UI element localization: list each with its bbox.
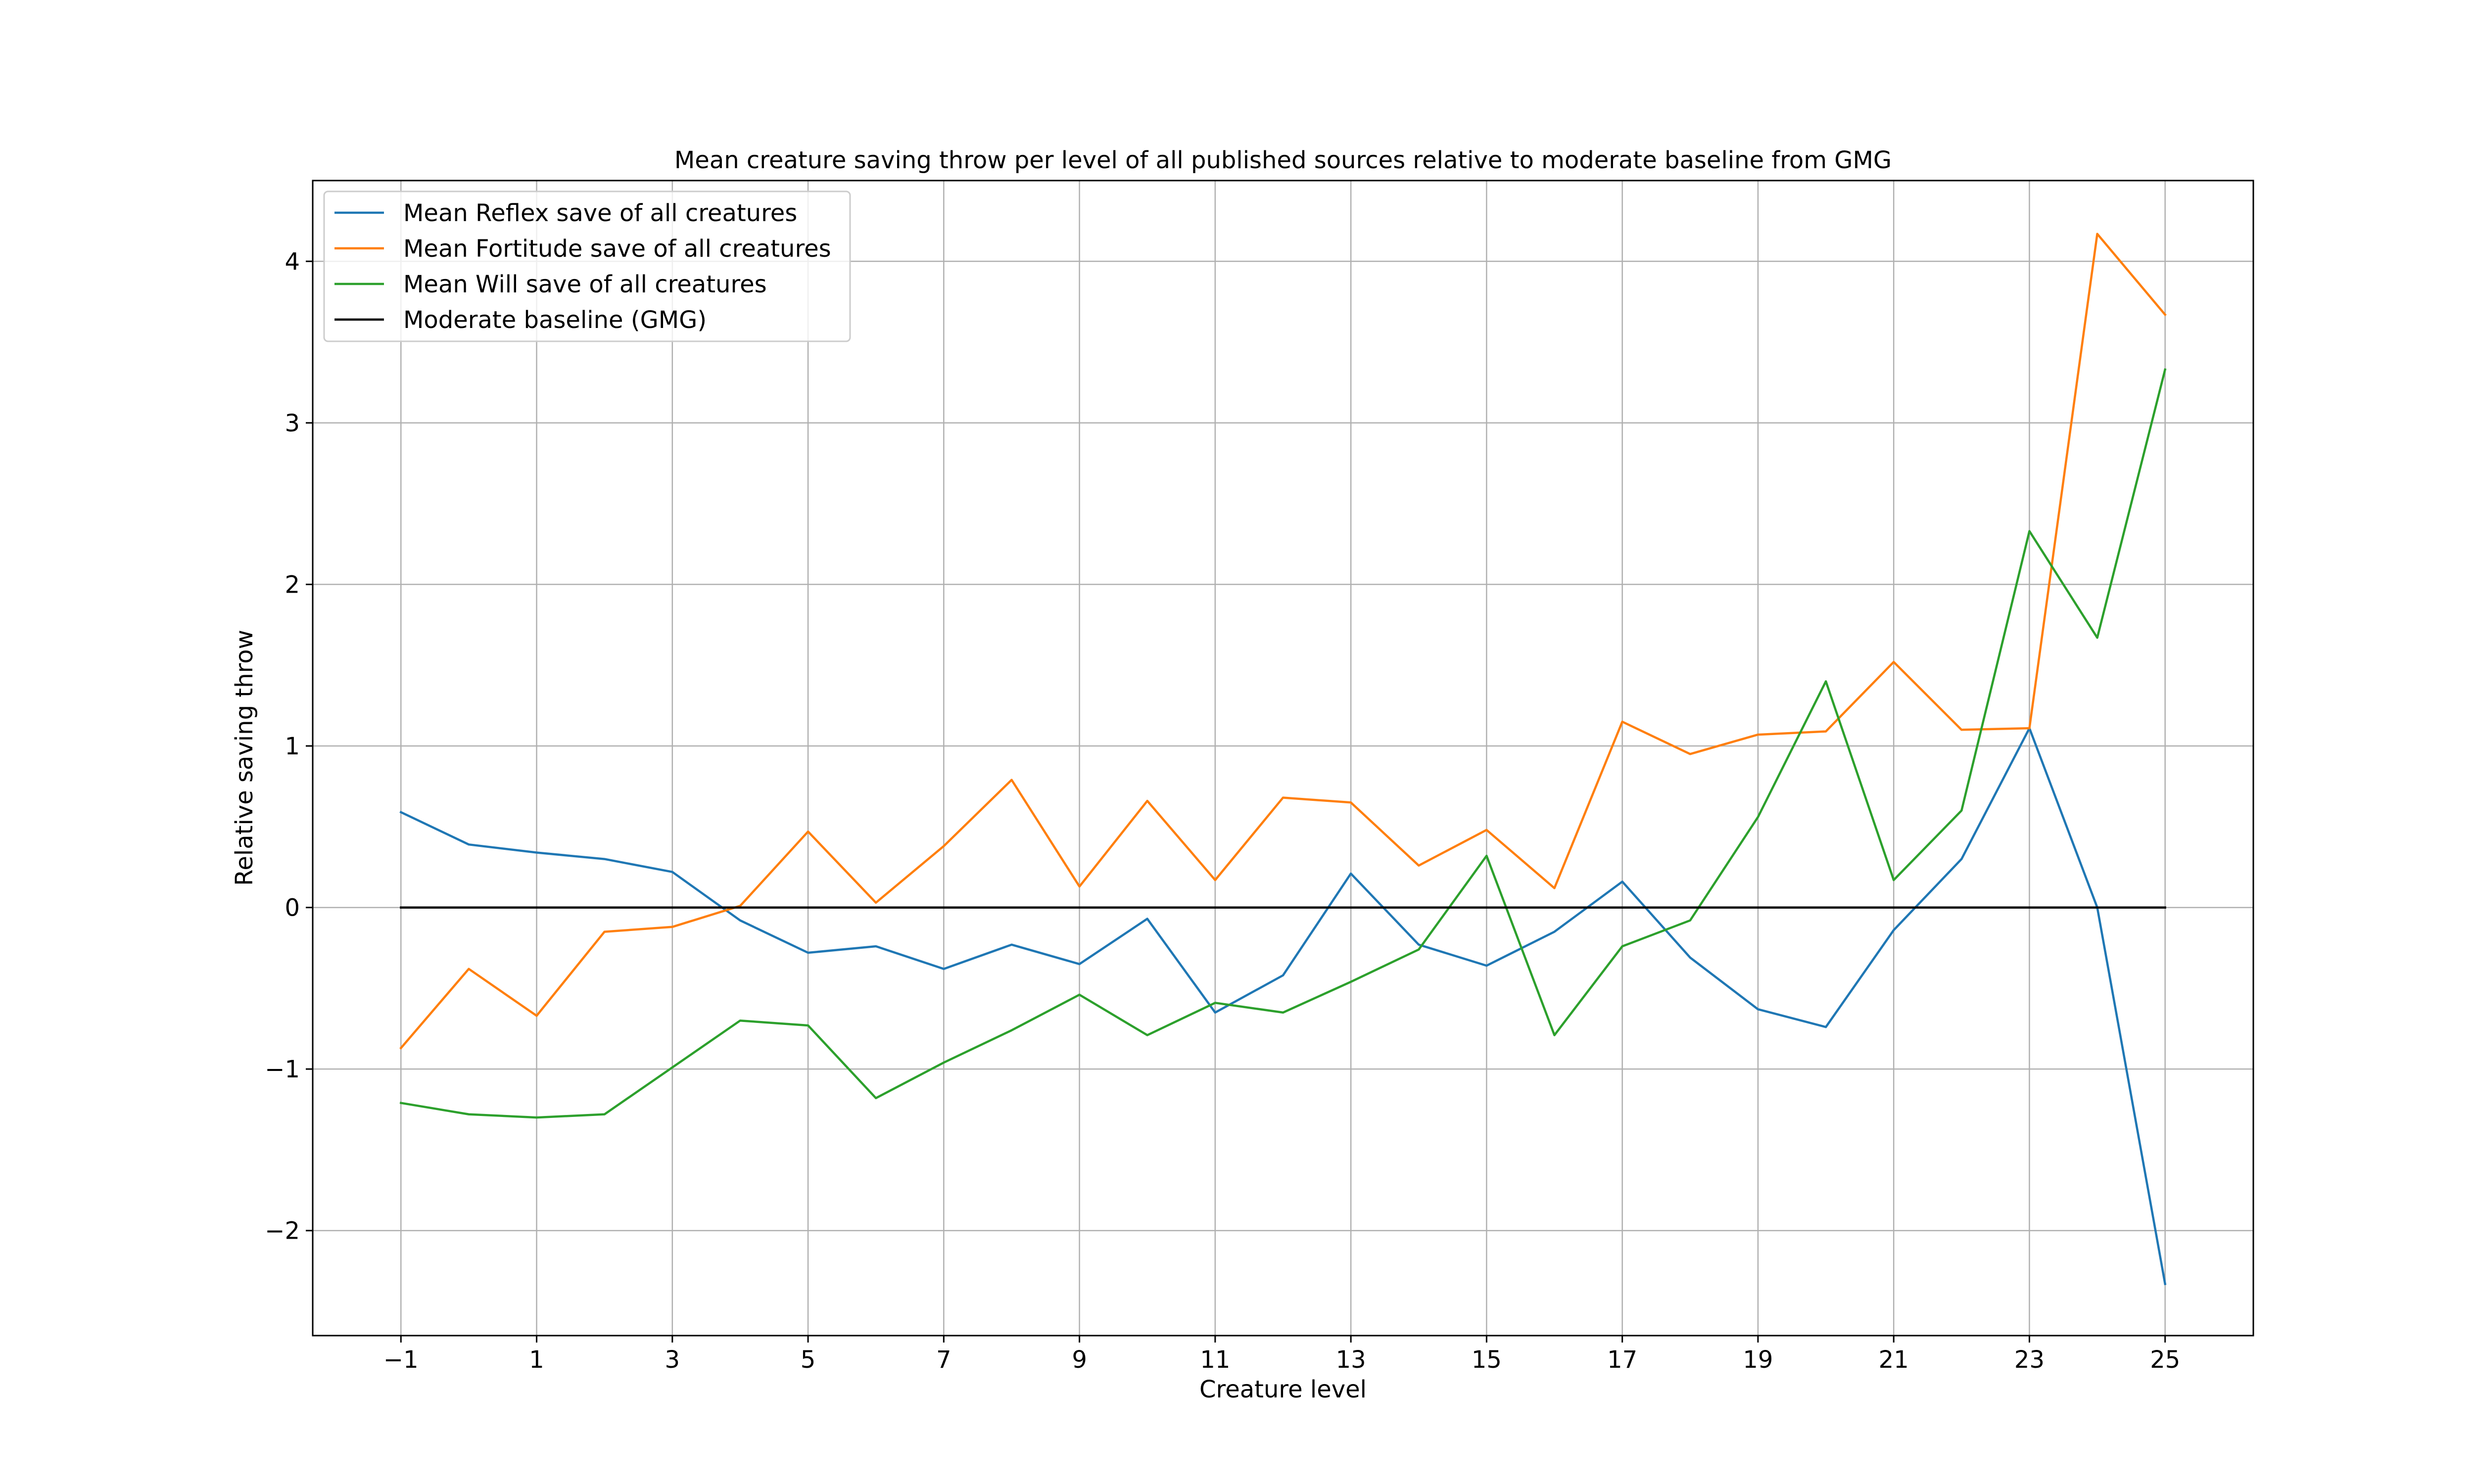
x-tick-label: −1	[383, 1346, 419, 1374]
x-tick-label: 21	[1879, 1346, 1909, 1374]
legend-label: Mean Reflex save of all creatures	[403, 199, 797, 227]
legend-box	[323, 190, 851, 342]
x-tick-label: 17	[1607, 1346, 1637, 1374]
x-tick-label: 15	[1472, 1346, 1502, 1374]
gridlines	[313, 181, 2253, 1336]
chart-title: Mean creature saving throw per level of …	[674, 146, 1892, 174]
x-axis-label: Creature level	[1199, 1376, 1367, 1403]
x-tick-label: 1	[529, 1346, 544, 1374]
plot-area-frame	[312, 180, 2254, 1337]
x-tick-label: 23	[2014, 1346, 2045, 1374]
series-line-3	[399, 368, 2167, 1119]
y-tick-label: 4	[285, 248, 300, 276]
y-tick-label: 3	[285, 410, 300, 437]
series-line-2	[399, 232, 2167, 1050]
x-tick-label: 13	[1336, 1346, 1366, 1374]
x-tick-label: 25	[2150, 1346, 2180, 1374]
y-tick-label: 0	[285, 894, 300, 922]
series-line-1	[399, 727, 2167, 1286]
series-lines	[399, 232, 2167, 1286]
x-tick-label: 11	[1200, 1346, 1230, 1374]
legend-label: Moderate baseline (GMG)	[403, 306, 707, 334]
x-tick-label: 7	[936, 1346, 952, 1374]
x-tick-label: 5	[801, 1346, 816, 1374]
x-tick-label: 9	[1072, 1346, 1087, 1374]
y-tick-label: 1	[285, 733, 300, 760]
y-tick-label: 2	[285, 571, 300, 599]
y-axis-label: Relative saving throw	[231, 630, 258, 886]
y-tick-label: −2	[265, 1217, 300, 1245]
legend-label: Mean Fortitude save of all creatures	[403, 235, 831, 263]
legend: Mean Reflex save of all creatures Mean Fo…	[323, 190, 851, 342]
x-tick-label: 3	[665, 1346, 680, 1374]
x-tick-label: 19	[1743, 1346, 1773, 1374]
legend-label: Mean Will save of all creatures	[403, 271, 767, 298]
y-tick-label: −1	[265, 1056, 300, 1083]
